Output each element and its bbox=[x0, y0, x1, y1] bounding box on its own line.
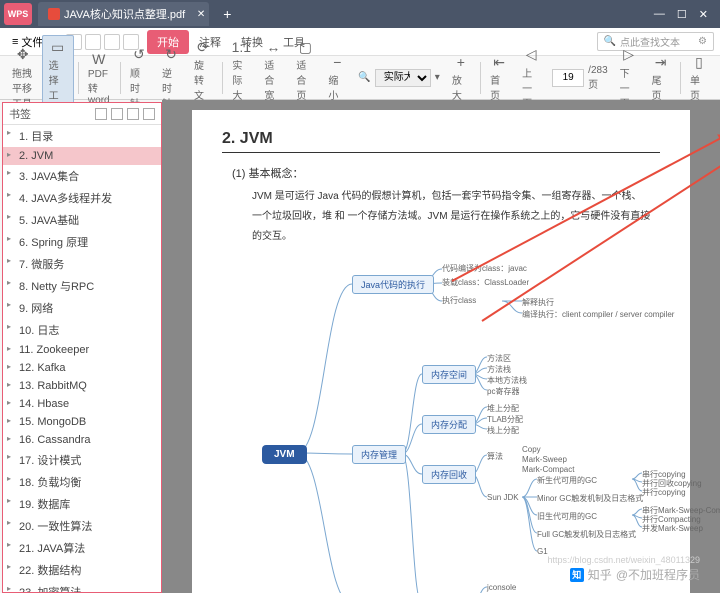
mindmap-node: 内存空间 bbox=[422, 365, 476, 384]
sidebar-icon-1[interactable] bbox=[95, 108, 107, 120]
mindmap-node: Mark-Compact bbox=[522, 465, 574, 474]
tab-title: JAVA核心知识点整理.pdf bbox=[64, 6, 185, 22]
mindmap-node: 本地方法栈 bbox=[487, 375, 527, 386]
pdf-page: 2. JVM (1) 基本概念： JVM 是可运行 Java 代码的假想计算机，… bbox=[192, 110, 690, 593]
mindmap-node: 旧生代可用的GC bbox=[537, 511, 597, 522]
mindmap-node: jconsole bbox=[487, 583, 516, 592]
mindmap-node: Java代码的执行 bbox=[352, 275, 434, 294]
mindmap-node: 内存管理 bbox=[352, 445, 406, 464]
zoom-out-icon[interactable]: 🔍 bbox=[358, 72, 370, 83]
bookmark-item[interactable]: 23. 加密算法 bbox=[3, 581, 161, 592]
bookmark-item[interactable]: 17. 设计模式 bbox=[3, 449, 161, 471]
mindmap-node: 方法栈 bbox=[487, 364, 511, 375]
bookmark-item[interactable]: 6. Spring 原理 bbox=[3, 231, 161, 253]
bookmark-item[interactable]: 14. Hbase bbox=[3, 395, 161, 413]
window-close-button[interactable]: ✕ bbox=[699, 8, 708, 21]
bookmark-item[interactable]: 5. JAVA基础 bbox=[3, 209, 161, 231]
mindmap-node: 并发Mark-Sweep bbox=[642, 523, 703, 534]
pdf-to-word-button[interactable]: WPDF转word bbox=[82, 48, 116, 108]
settings-icon[interactable]: ⚙ bbox=[698, 36, 707, 47]
mindmap-node: pc寄存器 bbox=[487, 386, 519, 397]
mindmap-node: 执行class bbox=[442, 295, 476, 306]
bookmark-sidebar: 书签 1. 目录2. JVM3. JAVA集合4. JAVA多线程并发5. JA… bbox=[2, 102, 162, 593]
bookmark-item[interactable]: 18. 负载均衡 bbox=[3, 471, 161, 493]
bookmark-item[interactable]: 4. JAVA多线程并发 bbox=[3, 187, 161, 209]
mindmap-node: Copy bbox=[522, 445, 541, 454]
bookmark-item[interactable]: 3. JAVA集合 bbox=[3, 165, 161, 187]
mindmap-diagram: JVM Java代码的执行内存管理线程资源分析代码编译为class：javac装… bbox=[262, 265, 660, 593]
bookmark-item[interactable]: 11. Zookeeper bbox=[3, 341, 161, 359]
page-heading: 2. JVM bbox=[222, 130, 660, 153]
paragraph: 一个垃圾回收，堆 和 一个存储方法域。JVM 是运行在操作系统之上的，它与硬件没… bbox=[252, 209, 660, 225]
first-page-button[interactable]: ⇤首页 bbox=[484, 51, 514, 104]
mindmap-node: Minor GC触发机制及日志格式 bbox=[537, 493, 643, 504]
sidebar-icon-2[interactable] bbox=[111, 108, 123, 120]
document-viewport[interactable]: 2. JVM (1) 基本概念： JVM 是可运行 Java 代码的假想计算机，… bbox=[162, 100, 720, 593]
page-total-label: /283页 bbox=[588, 65, 607, 91]
single-page-button[interactable]: ▯单页 bbox=[684, 51, 714, 104]
mindmap-node: 新生代可用的GC bbox=[537, 475, 597, 486]
tab-close-icon[interactable]: ✕ bbox=[197, 9, 205, 20]
bookmark-item[interactable]: 12. Kafka bbox=[3, 359, 161, 377]
zoom-select[interactable]: 实际大小 bbox=[375, 69, 431, 87]
tab-add-button[interactable]: + bbox=[217, 6, 237, 22]
bookmark-item[interactable]: 16. Cassandra bbox=[3, 431, 161, 449]
window-minimize-button[interactable]: — bbox=[654, 8, 665, 21]
pdf-icon bbox=[48, 8, 60, 20]
bookmark-item[interactable]: 13. RabbitMQ bbox=[3, 377, 161, 395]
section-label: (1) 基本概念： bbox=[232, 165, 660, 181]
bookmark-item[interactable]: 10. 日志 bbox=[3, 319, 161, 341]
bookmark-item[interactable]: 21. JAVA算法 bbox=[3, 537, 161, 559]
bookmark-item[interactable]: 1. 目录 bbox=[3, 125, 161, 147]
mindmap-node: TLAB分配 bbox=[487, 414, 523, 425]
mindmap-node: 并行copying bbox=[642, 487, 686, 498]
document-tab[interactable]: JAVA核心知识点整理.pdf ✕ bbox=[38, 2, 209, 26]
mindmap-node: 编译执行：client compiler / server compiler bbox=[522, 309, 674, 320]
bookmark-item[interactable]: 9. 网络 bbox=[3, 297, 161, 319]
bookmark-item[interactable]: 19. 数据库 bbox=[3, 493, 161, 515]
mindmap-node: Sun JDK bbox=[487, 493, 519, 502]
sidebar-icon-3[interactable] bbox=[127, 108, 139, 120]
url-watermark: https://blog.csdn.net/weixin_48011329 bbox=[548, 555, 700, 565]
mindmap-node: 栈上分配 bbox=[487, 425, 519, 436]
sidebar-title: 书签 bbox=[9, 106, 31, 122]
zoom-out-button[interactable]: −缩小 bbox=[322, 51, 352, 104]
zoom-in-button[interactable]: +放大 bbox=[446, 51, 476, 104]
bookmark-item[interactable]: 20. 一致性算法 bbox=[3, 515, 161, 537]
bookmark-item[interactable]: 7. 微服务 bbox=[3, 253, 161, 275]
bookmark-item[interactable]: 8. Netty 与RPC bbox=[3, 275, 161, 297]
bookmark-item[interactable]: 2. JVM bbox=[3, 147, 161, 165]
bookmark-item[interactable]: 15. MongoDB bbox=[3, 413, 161, 431]
page-number-input[interactable] bbox=[552, 69, 584, 87]
mindmap-node: 算法 bbox=[487, 451, 503, 462]
window-maximize-button[interactable]: ☐ bbox=[677, 8, 687, 21]
app-logo: WPS bbox=[4, 3, 32, 25]
mindmap-node: 内存分配 bbox=[422, 415, 476, 434]
last-page-button[interactable]: ⇥尾页 bbox=[646, 51, 676, 104]
mindmap-node: 解释执行 bbox=[522, 297, 554, 308]
mindmap-node: 方法区 bbox=[487, 353, 511, 364]
mindmap-node: Mark-Sweep bbox=[522, 455, 567, 464]
mindmap-node: 内存回收 bbox=[422, 465, 476, 484]
bookmark-item[interactable]: 22. 数据结构 bbox=[3, 559, 161, 581]
mindmap-node: Full GC触发机制及日志格式 bbox=[537, 529, 636, 540]
mindmap-node: 堆上分配 bbox=[487, 403, 519, 414]
mindmap-root-node: JVM bbox=[262, 445, 307, 464]
mindmap-node: G1 bbox=[537, 547, 548, 556]
sidebar-icon-4[interactable] bbox=[143, 108, 155, 120]
zhihu-watermark: 知 知乎 @不加班程序员 bbox=[570, 566, 700, 583]
